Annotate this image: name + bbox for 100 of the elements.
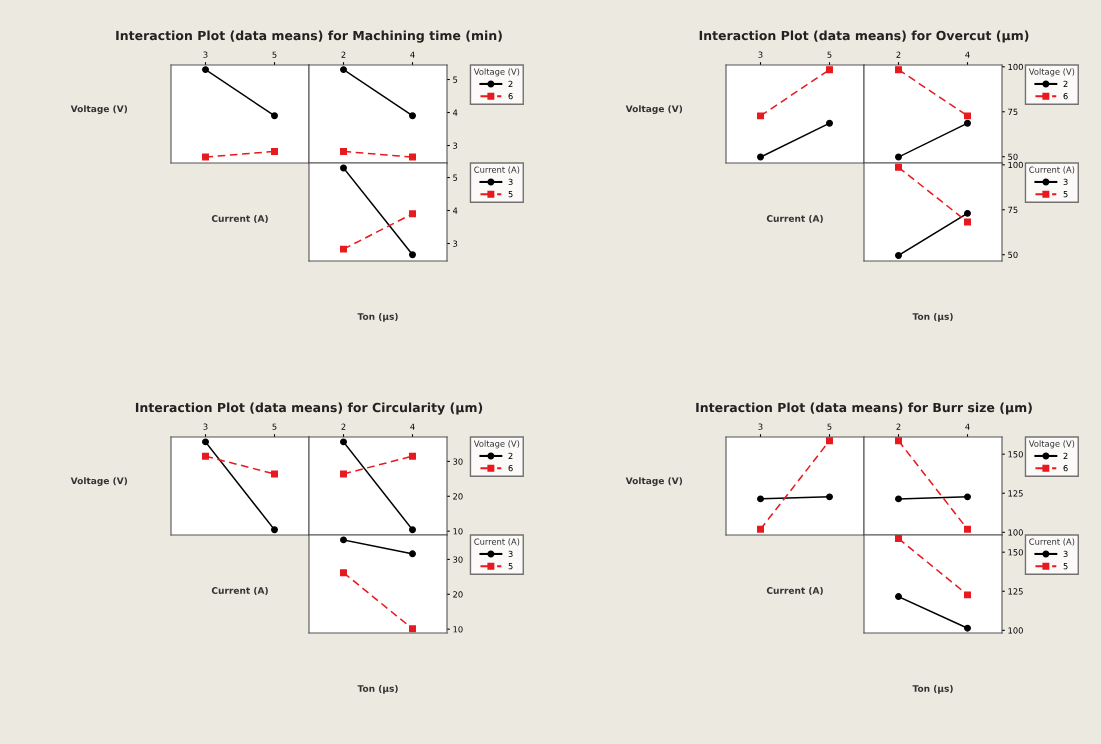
x-tick-label: 5 bbox=[272, 51, 277, 58]
y-tick-label: 5 bbox=[453, 174, 458, 181]
point bbox=[826, 66, 833, 74]
point bbox=[409, 251, 416, 259]
legend-label: 3 bbox=[1063, 178, 1068, 186]
point bbox=[757, 153, 764, 161]
legend-label: 6 bbox=[1063, 464, 1068, 472]
legend-label: 3 bbox=[1063, 550, 1068, 558]
x-axis-title: Ton (μs) bbox=[912, 312, 953, 322]
legend-label: 5 bbox=[508, 191, 513, 198]
y-tick-label: 30 bbox=[453, 458, 463, 465]
y-tick-label: 75 bbox=[1008, 206, 1018, 214]
point bbox=[895, 495, 902, 503]
legend-title: Voltage (V) bbox=[1028, 68, 1075, 77]
legend-label: 2 bbox=[1063, 80, 1068, 87]
y-tick-label: 4 bbox=[452, 207, 458, 214]
x-axis-title: Ton (μs) bbox=[357, 312, 398, 322]
point bbox=[895, 437, 902, 445]
y-tick-label: 125 bbox=[1008, 490, 1023, 497]
point bbox=[757, 525, 764, 533]
point bbox=[202, 66, 209, 74]
point bbox=[964, 119, 971, 127]
legend-label: 5 bbox=[508, 563, 513, 570]
y-tick-label: 100 bbox=[1008, 529, 1023, 536]
point bbox=[202, 452, 209, 460]
x-tick-label: 2 bbox=[341, 51, 346, 58]
y-tick-label: 30 bbox=[453, 556, 463, 563]
y-axis-title: Voltage (V) bbox=[625, 477, 683, 486]
legend-label: 2 bbox=[508, 452, 513, 459]
legend-label: 6 bbox=[1063, 92, 1068, 100]
point bbox=[340, 470, 347, 478]
point bbox=[964, 112, 971, 120]
point bbox=[964, 525, 971, 533]
x-tick-label: 4 bbox=[410, 51, 415, 58]
y-tick-label: 150 bbox=[1008, 451, 1023, 458]
point bbox=[202, 153, 209, 161]
point bbox=[895, 593, 902, 601]
y-tick-label: 50 bbox=[1008, 251, 1018, 258]
point bbox=[964, 591, 971, 599]
point bbox=[340, 164, 347, 172]
point bbox=[826, 437, 833, 445]
legend-label: 6 bbox=[508, 92, 513, 100]
point bbox=[895, 66, 902, 74]
point bbox=[271, 112, 278, 120]
y-axis-title: Voltage (V) bbox=[70, 105, 128, 114]
y-tick-label: 125 bbox=[1008, 588, 1023, 595]
x-tick-label: 3 bbox=[758, 51, 763, 58]
y-tick-label: 75 bbox=[1008, 108, 1018, 116]
y-tick-label: 10 bbox=[453, 626, 463, 633]
y-tick-label: 3 bbox=[453, 142, 458, 149]
x-tick-label: 2 bbox=[896, 51, 901, 58]
point bbox=[340, 569, 347, 577]
y-axis-title: Voltage (V) bbox=[70, 477, 128, 486]
y-tick-label: 20 bbox=[453, 493, 463, 500]
legend-label: 5 bbox=[1063, 191, 1068, 198]
x-tick-label: 5 bbox=[272, 423, 277, 430]
x-tick-label: 3 bbox=[203, 51, 208, 58]
y-tick-label: 5 bbox=[453, 76, 458, 83]
point bbox=[340, 536, 347, 544]
x-tick-label: 3 bbox=[758, 423, 763, 430]
point bbox=[340, 438, 347, 446]
chart-title: Interaction Plot (data means) for Circularity (μm) bbox=[135, 402, 483, 415]
x-tick-label: 3 bbox=[203, 423, 208, 430]
chart-title: Interaction Plot (data means) for Overcut (μm) bbox=[699, 30, 1029, 43]
point bbox=[895, 153, 902, 161]
x-axis-title: Ton (μs) bbox=[357, 684, 398, 694]
x-tick-label: 4 bbox=[965, 51, 970, 58]
point bbox=[340, 245, 347, 253]
y-tick-label: 10 bbox=[453, 528, 463, 535]
legend-label: 5 bbox=[1063, 563, 1068, 570]
legend-title: Voltage (V) bbox=[1028, 440, 1075, 449]
legend-label: 6 bbox=[508, 464, 513, 472]
y-tick-label: 3 bbox=[453, 240, 458, 247]
y-tick-label: 4 bbox=[452, 109, 458, 116]
point bbox=[409, 112, 416, 120]
point bbox=[895, 163, 902, 171]
x-axis-title: Current (A) bbox=[766, 586, 823, 595]
x-axis-title: Current (A) bbox=[211, 586, 268, 595]
y-tick-label: 50 bbox=[1008, 153, 1018, 160]
legend-title: Current (A) bbox=[474, 166, 520, 174]
point bbox=[340, 66, 347, 74]
y-tick-label: 100 bbox=[1008, 63, 1023, 71]
point bbox=[409, 452, 416, 460]
point bbox=[340, 147, 347, 155]
point bbox=[964, 218, 971, 226]
legend-title: Current (A) bbox=[474, 538, 520, 546]
point bbox=[964, 493, 971, 501]
y-tick-label: 100 bbox=[1008, 627, 1023, 634]
point bbox=[202, 438, 209, 446]
legend-label: 2 bbox=[1063, 452, 1068, 459]
point bbox=[271, 147, 278, 155]
point bbox=[409, 526, 416, 534]
legend-title: Voltage (V) bbox=[473, 68, 520, 77]
y-tick-label: 100 bbox=[1008, 161, 1023, 169]
x-axis-title: Current (A) bbox=[211, 214, 268, 223]
legend-title: Voltage (V) bbox=[473, 440, 520, 449]
x-axis-title: Current (A) bbox=[766, 214, 823, 223]
point bbox=[826, 119, 833, 127]
point bbox=[409, 625, 416, 633]
x-tick-label: 2 bbox=[341, 423, 346, 430]
